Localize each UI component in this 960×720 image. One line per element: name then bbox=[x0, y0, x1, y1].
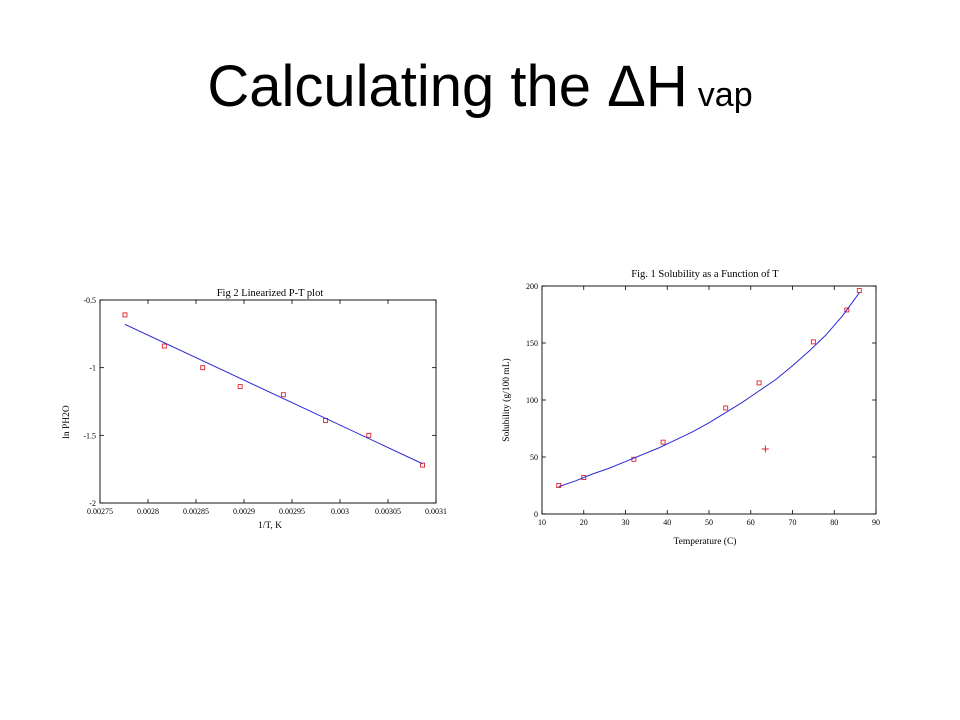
linearized-pt-chart: Fig 2 Linearized P-T plot 1/T, K ln PH2O… bbox=[62, 288, 447, 531]
data-point bbox=[660, 439, 666, 445]
plot-frame bbox=[99, 299, 437, 504]
x-tick-label: 0.0031 bbox=[425, 507, 447, 516]
y-tick-label: 200 bbox=[526, 282, 538, 291]
data-point bbox=[280, 392, 286, 398]
data-point bbox=[856, 288, 862, 294]
slide-title-subscript: vap bbox=[697, 76, 753, 114]
data-point bbox=[237, 384, 243, 390]
plus-marker bbox=[761, 445, 769, 453]
x-tick-label: 60 bbox=[747, 518, 755, 527]
x-axis-label: Temperature (C) bbox=[674, 536, 737, 547]
y-axis-label: Solubility (g/100 mL) bbox=[501, 358, 512, 441]
x-tick-label: 0.0029 bbox=[233, 507, 255, 516]
data-point bbox=[556, 483, 562, 488]
y-axis-label: ln PH2O bbox=[62, 405, 72, 439]
x-tick-label: 0.00305 bbox=[375, 507, 401, 516]
y-tick-label: 100 bbox=[526, 396, 538, 405]
y-tick-label: 150 bbox=[526, 339, 538, 348]
data-point bbox=[844, 307, 850, 313]
x-tick-label: 10 bbox=[538, 518, 546, 527]
data-point bbox=[420, 462, 426, 468]
y-tick-label: -0.5 bbox=[83, 296, 96, 305]
y-tick-label: 0 bbox=[534, 510, 538, 519]
x-tick-label: 50 bbox=[705, 518, 713, 527]
x-tick-label: 30 bbox=[622, 518, 630, 527]
x-tick-label: 80 bbox=[830, 518, 838, 527]
x-tick-label: 0.00295 bbox=[279, 507, 305, 516]
data-point bbox=[200, 365, 206, 371]
y-tick-label: -2 bbox=[89, 499, 96, 508]
solubility-chart: Fig. 1 Solubility as a Function of T Tem… bbox=[501, 269, 880, 547]
data-point bbox=[810, 339, 816, 345]
chart-title: Fig 2 Linearized P-T plot bbox=[217, 288, 324, 299]
chart-title: Fig. 1 Solubility as a Function of T bbox=[631, 269, 779, 280]
x-tick-label: 0.00275 bbox=[87, 507, 113, 516]
x-axis-label: 1/T, K bbox=[258, 521, 282, 531]
data-point bbox=[581, 475, 587, 480]
slide-title-main: Calculating the ΔH bbox=[207, 54, 688, 119]
data-point bbox=[756, 380, 762, 386]
y-tick-label: -1 bbox=[89, 364, 96, 373]
data-point bbox=[122, 312, 128, 318]
data-point bbox=[723, 405, 729, 411]
x-tick-label: 0.003 bbox=[331, 507, 349, 516]
x-tick-label: 0.00285 bbox=[183, 507, 209, 516]
y-tick-label: 50 bbox=[530, 453, 538, 462]
y-tick-label: -1.5 bbox=[83, 431, 96, 440]
x-tick-label: 90 bbox=[872, 518, 880, 527]
x-tick-label: 70 bbox=[789, 518, 797, 527]
fit-line bbox=[558, 292, 860, 488]
plot-frame bbox=[541, 285, 877, 515]
x-tick-label: 20 bbox=[580, 518, 588, 527]
data-point bbox=[161, 343, 167, 349]
x-tick-label: 40 bbox=[663, 518, 671, 527]
fit-line bbox=[124, 323, 423, 465]
x-tick-label: 0.0028 bbox=[137, 507, 159, 516]
slide-title: Calculating the ΔH vap bbox=[0, 58, 960, 116]
data-point bbox=[366, 432, 372, 438]
